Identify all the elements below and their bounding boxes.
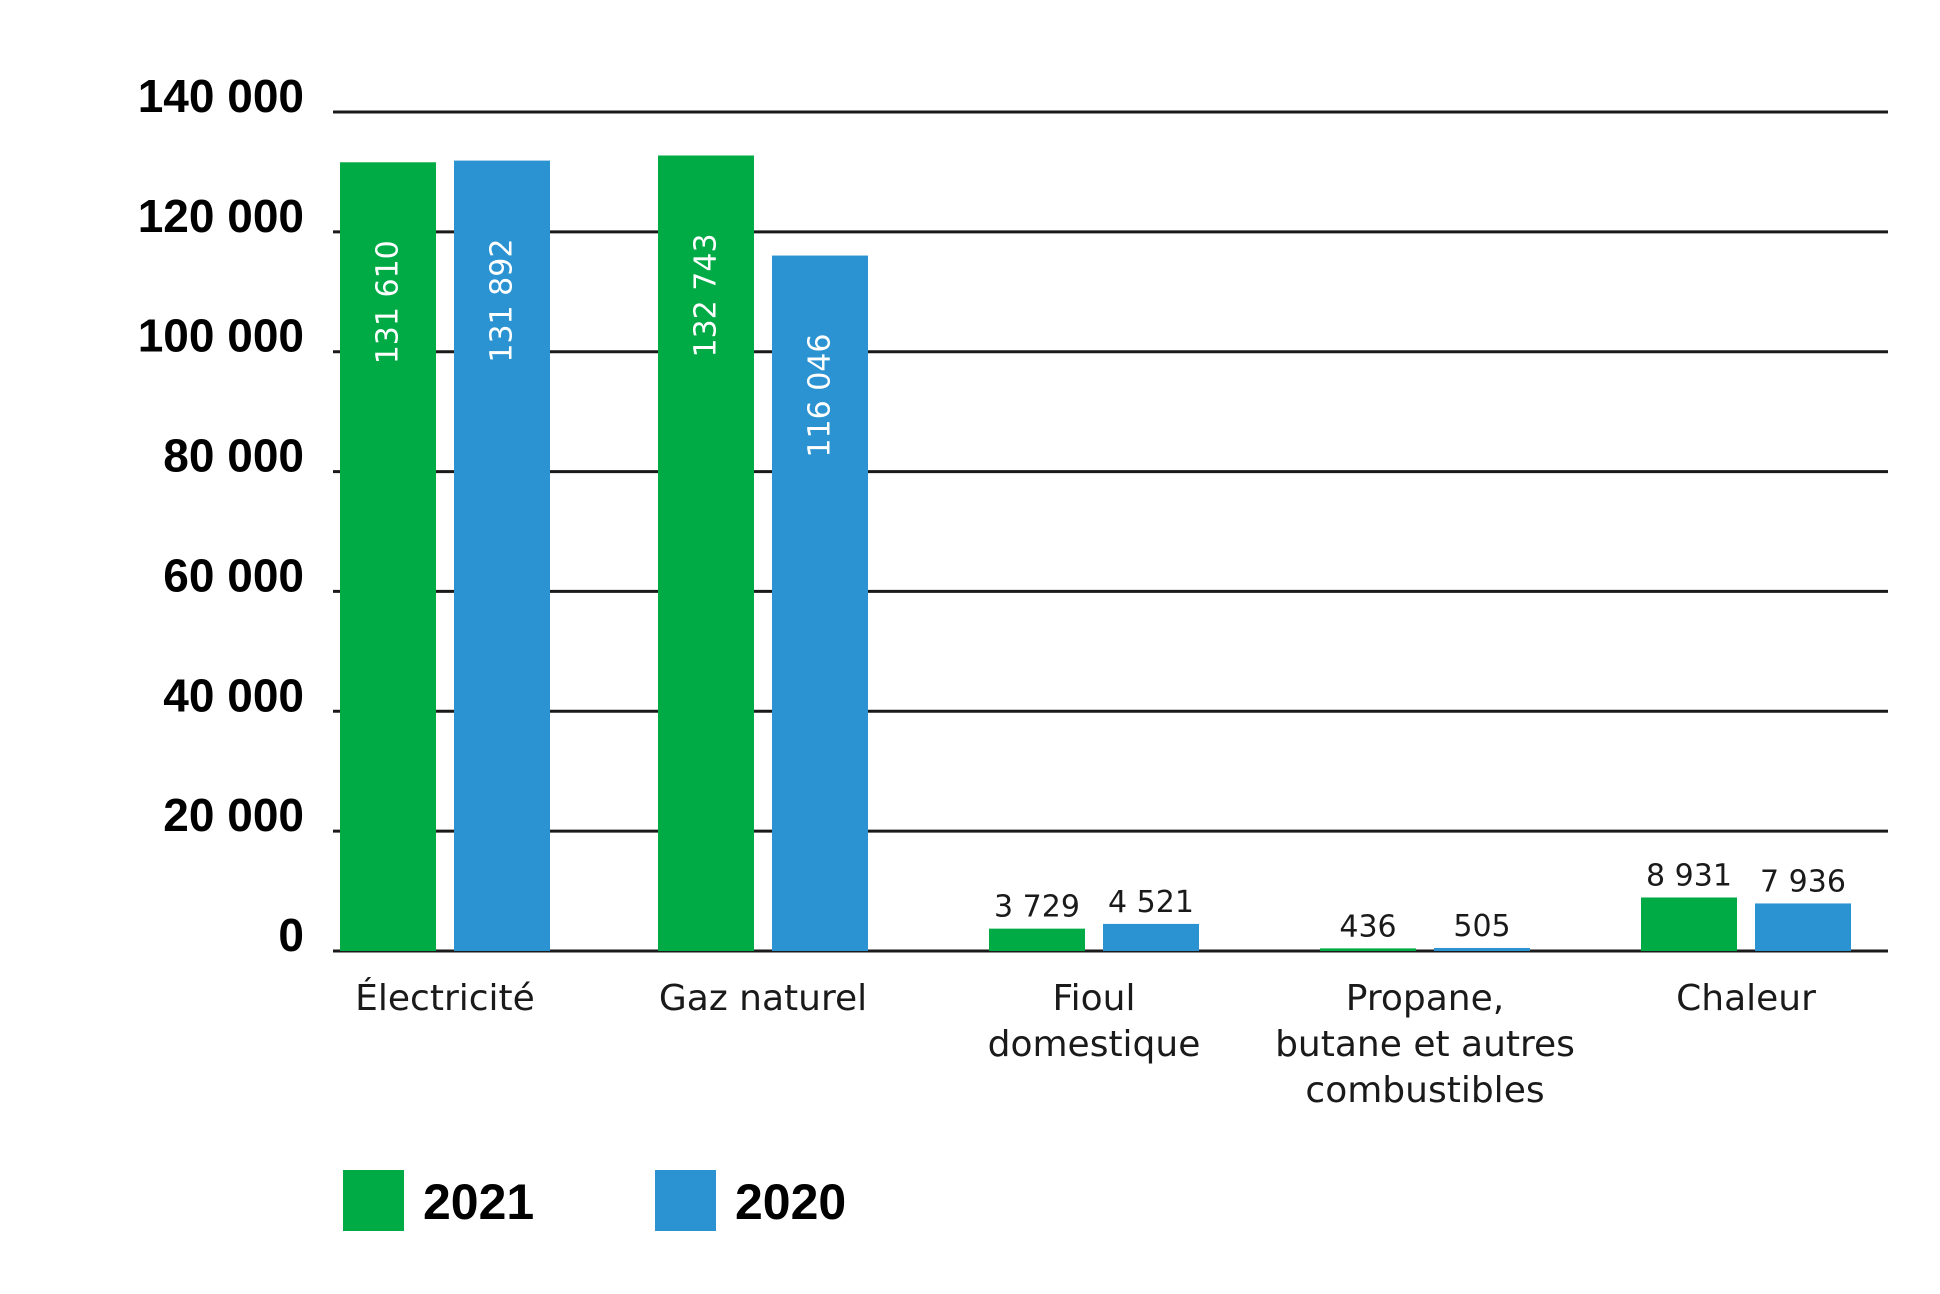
x-tick-label: butane et autres <box>1275 1024 1575 1065</box>
data-label: 116 046 <box>803 334 838 458</box>
data-label: 505 <box>1453 909 1510 944</box>
bar-2021 <box>340 162 436 951</box>
bar-2020 <box>772 255 868 951</box>
data-label: 131 610 <box>371 240 406 364</box>
x-tick-label: Chaleur <box>1676 978 1816 1019</box>
bar-2020 <box>1755 903 1851 951</box>
x-tick-label: combustibles <box>1305 1070 1544 1111</box>
data-label: 8 931 <box>1646 858 1732 893</box>
legend-swatch-2020 <box>655 1170 716 1231</box>
x-tick-label: domestique <box>988 1024 1201 1065</box>
legend-label-2020: 2020 <box>735 1174 846 1230</box>
bar-2020 <box>1434 947 1530 951</box>
data-label: 436 <box>1339 909 1396 944</box>
data-label: 3 729 <box>994 890 1080 925</box>
y-tick-label: 100 000 <box>138 310 304 362</box>
x-tick-label: Électricité <box>355 977 535 1019</box>
y-tick-label: 0 <box>278 909 304 961</box>
bar-2021 <box>1320 948 1416 951</box>
y-tick-label: 80 000 <box>163 430 304 482</box>
y-tick-label: 20 000 <box>163 789 304 841</box>
bar-2020 <box>454 160 550 951</box>
legend-label-2021: 2021 <box>423 1174 534 1230</box>
x-tick-label: Propane, <box>1346 978 1504 1019</box>
y-tick-label: 60 000 <box>163 549 304 601</box>
data-label: 7 936 <box>1760 864 1846 899</box>
x-tick-label: Fioul <box>1053 978 1136 1019</box>
bar-2021 <box>658 155 754 951</box>
bar-2021 <box>1641 897 1737 951</box>
y-tick-label: 40 000 <box>163 669 304 721</box>
data-label: 131 892 <box>485 239 520 363</box>
data-label: 4 521 <box>1108 885 1194 920</box>
bar-2021 <box>989 928 1085 951</box>
data-label: 132 743 <box>689 233 724 357</box>
y-tick-label: 140 000 <box>138 70 304 122</box>
legend-swatch-2021 <box>343 1170 404 1231</box>
bar-2020 <box>1103 923 1199 951</box>
y-tick-label: 120 000 <box>138 190 304 242</box>
x-tick-label: Gaz naturel <box>659 978 867 1019</box>
